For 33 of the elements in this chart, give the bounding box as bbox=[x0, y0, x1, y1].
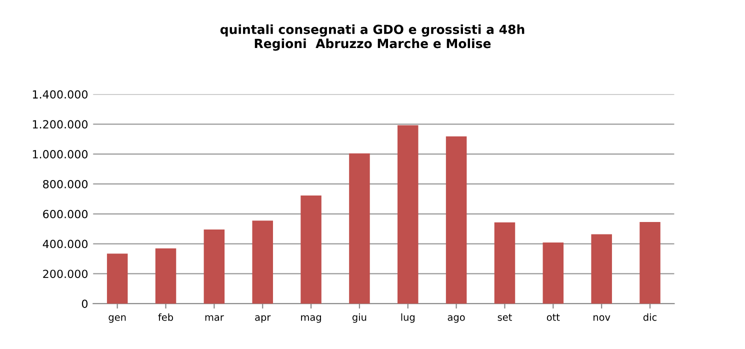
x-tick-label: ott bbox=[546, 314, 560, 321]
bar bbox=[591, 234, 612, 304]
x-tick-label: nov bbox=[594, 315, 610, 321]
x-tick-label: giu bbox=[352, 313, 366, 323]
y-tick-label: 800.000 bbox=[43, 180, 88, 188]
bar bbox=[446, 136, 467, 304]
x-tick-label: dic bbox=[643, 313, 657, 321]
x-tick-label: ago bbox=[448, 315, 465, 323]
bar bbox=[398, 125, 418, 304]
bar bbox=[252, 220, 273, 304]
y-tick-label: 0 bbox=[82, 300, 88, 308]
y-tick-label: 600.000 bbox=[43, 210, 88, 218]
bar bbox=[542, 242, 564, 304]
y-tick-label: 1.200.000 bbox=[32, 120, 88, 129]
chart-title: quintali consegnati a GDO e grossisti a 48h Regioni Abruzzo Marche e Molise bbox=[220, 24, 524, 51]
x-tick-label: feb bbox=[158, 313, 174, 321]
bar bbox=[155, 248, 176, 304]
x-tick-label: set bbox=[498, 314, 512, 321]
x-tick-label: apr bbox=[255, 315, 271, 323]
bar bbox=[204, 229, 225, 304]
bar bbox=[300, 196, 322, 304]
bar bbox=[106, 254, 128, 304]
x-tick-label: mar bbox=[205, 315, 224, 321]
bar bbox=[349, 153, 370, 304]
bar bbox=[640, 222, 660, 304]
x-tick-label: lug bbox=[401, 313, 415, 323]
y-tick-label: 200.000 bbox=[43, 270, 88, 278]
bar bbox=[494, 222, 516, 304]
y-tick-label: 1.400.000 bbox=[32, 90, 88, 99]
y-tick-label: 1.000.000 bbox=[32, 150, 88, 158]
y-tick-label: 400.000 bbox=[42, 240, 88, 248]
x-tick-label: mag bbox=[301, 315, 321, 323]
x-tick-label: gen bbox=[108, 315, 126, 323]
